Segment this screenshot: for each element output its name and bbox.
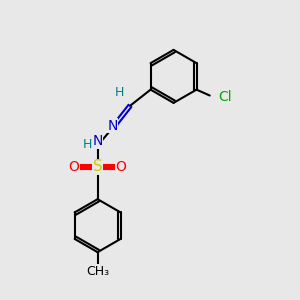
- Text: O: O: [116, 160, 127, 174]
- Text: O: O: [69, 160, 80, 174]
- Text: N: N: [92, 134, 103, 148]
- Text: Cl: Cl: [218, 90, 232, 104]
- Text: S: S: [93, 159, 103, 174]
- Text: H: H: [82, 138, 92, 151]
- Text: H: H: [115, 86, 124, 99]
- Text: CH₃: CH₃: [86, 265, 109, 278]
- Text: N: N: [107, 118, 118, 133]
